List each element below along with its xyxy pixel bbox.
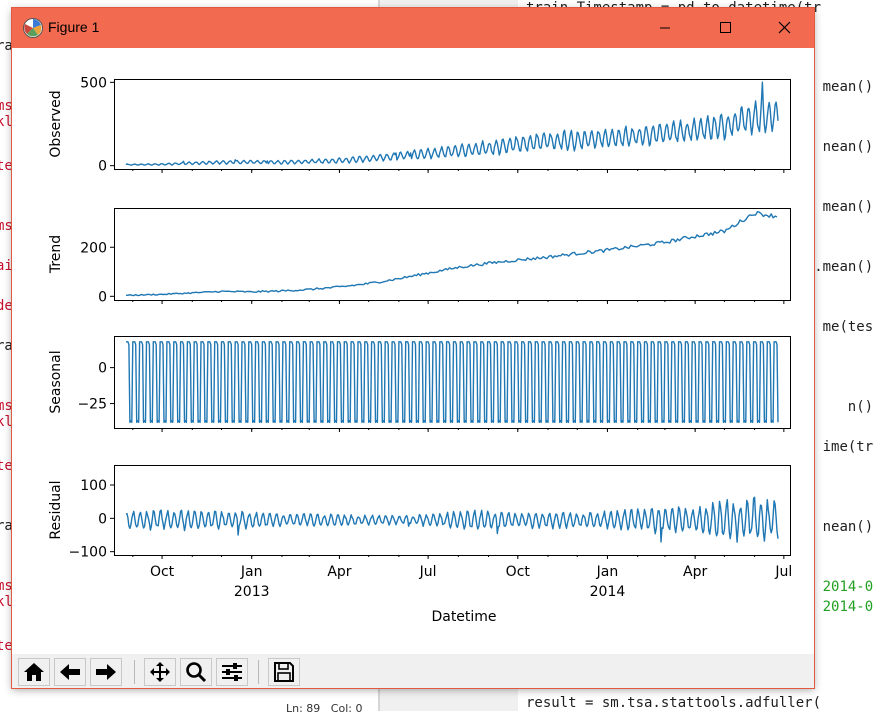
- title-bar[interactable]: Figure 1: [12, 8, 814, 48]
- subplot-residual: 100 0 −100 Residual: [48, 465, 791, 561]
- code-line: de: [0, 298, 13, 314]
- code-line: n(): [847, 399, 874, 415]
- x-tick-label: Oct: [506, 564, 531, 580]
- magnifier-icon: [186, 662, 207, 683]
- minimize-icon: [660, 27, 670, 29]
- matplotlib-logo-icon: [23, 18, 43, 38]
- configure-subplots-button[interactable]: [216, 658, 248, 686]
- code-line: ra: [0, 38, 13, 54]
- code-line: 2014-0: [822, 579, 874, 595]
- back-button[interactable]: [54, 658, 86, 686]
- y-axis-label: Residual: [48, 480, 64, 539]
- y-tick-label: −100: [69, 545, 107, 561]
- move-icon: [150, 662, 170, 682]
- arrow-left-icon: [60, 664, 80, 680]
- y-tick-label: 500: [80, 75, 107, 91]
- code-line: ime(tr: [822, 439, 874, 455]
- x-tick-label: Jan: [240, 564, 263, 580]
- x-tick-label: Jul: [774, 564, 792, 580]
- maximize-icon: [720, 22, 731, 33]
- series-line-observed: [125, 81, 779, 166]
- y-tick-label: −25: [77, 397, 107, 413]
- floppy-disk-icon: [274, 662, 294, 682]
- y-tick-label: 200: [80, 240, 107, 256]
- code-line: me(tes: [822, 319, 874, 335]
- close-icon: [778, 21, 791, 34]
- close-button[interactable]: [756, 8, 814, 48]
- maximize-button[interactable]: [696, 8, 754, 48]
- subplot-seasonal: 0 −25 Seasonal: [48, 336, 791, 432]
- x-tick-label: Apr: [683, 564, 707, 580]
- navigation-toolbar: [12, 654, 814, 688]
- y-tick-label: 0: [98, 159, 107, 175]
- subplot-trend: 0 200 Trend: [48, 208, 791, 305]
- x-tick-label: Jul: [419, 564, 437, 580]
- pan-button[interactable]: [144, 658, 176, 686]
- code-line: kl: [0, 594, 13, 610]
- code-line: ra: [0, 518, 13, 534]
- series-line-seasonal: [126, 341, 779, 423]
- sliders-icon: [222, 663, 242, 681]
- x-tick-year-label: 2014: [590, 584, 626, 600]
- y-tick-label: 0: [98, 511, 107, 527]
- x-tick-year-label: 2013: [234, 584, 270, 600]
- code-line: result = sm.tsa.stattools.adfuller(: [526, 695, 822, 711]
- code-line: nean(): [822, 139, 874, 155]
- code-line: te: [0, 158, 13, 174]
- toolbar-separator: [258, 660, 259, 684]
- code-line: .mean(): [814, 259, 874, 275]
- y-axis-label: Trend: [48, 235, 64, 274]
- code-line: ra: [0, 338, 13, 354]
- toolbar-separator: [134, 660, 135, 684]
- x-tick-label: Apr: [327, 564, 351, 580]
- series-line-trend: [125, 210, 778, 297]
- code-line: te: [0, 638, 13, 654]
- code-line: ms: [0, 98, 13, 114]
- arrow-right-icon: [96, 664, 116, 680]
- x-tick-label: Oct: [150, 564, 175, 580]
- code-line: ms: [0, 218, 13, 234]
- axes-frame: [114, 336, 791, 429]
- y-tick-label: 0: [98, 361, 107, 377]
- save-button[interactable]: [268, 658, 300, 686]
- y-axis-label: Observed: [48, 90, 64, 157]
- figure-canvas[interactable]: 0 500 Observed 0 200 Trend 0 −25 Seasonal 100 0 −10…: [12, 48, 814, 654]
- axes-frame: [114, 79, 791, 170]
- axes-frame: [114, 208, 791, 301]
- y-axis-label: Seasonal: [48, 350, 64, 413]
- x-axis-label: Datetime: [431, 609, 496, 625]
- x-tick-label: Jan: [596, 564, 619, 580]
- y-tick-label: 100: [80, 478, 107, 494]
- window-title: Figure 1: [48, 19, 100, 35]
- code-line: mean(): [822, 79, 874, 95]
- subplot-observed: 0 500 Observed: [48, 75, 791, 175]
- code-line: ai: [0, 258, 13, 274]
- code-line: te: [0, 458, 13, 474]
- home-button[interactable]: [18, 658, 50, 686]
- home-icon: [24, 663, 44, 681]
- code-line: kl: [0, 414, 13, 430]
- minimize-button[interactable]: [636, 8, 694, 48]
- forward-button[interactable]: [90, 658, 122, 686]
- zoom-button[interactable]: [180, 658, 212, 686]
- axes-frame: [114, 465, 791, 556]
- code-line: ms: [0, 578, 13, 594]
- figure-window: Figure 1 0 500 Observed 0 200 Trend 0 −25 Season…: [12, 8, 814, 688]
- editor-status: Ln: 89 Col: 0: [286, 702, 363, 715]
- series-line-residual: [125, 496, 779, 543]
- code-line: kl: [0, 114, 13, 130]
- code-line: 2014-0: [822, 599, 874, 615]
- y-tick-label: 0: [98, 289, 107, 305]
- code-line: ms: [0, 398, 13, 414]
- code-line: mean(): [822, 199, 874, 215]
- code-line: nean(): [822, 519, 874, 535]
